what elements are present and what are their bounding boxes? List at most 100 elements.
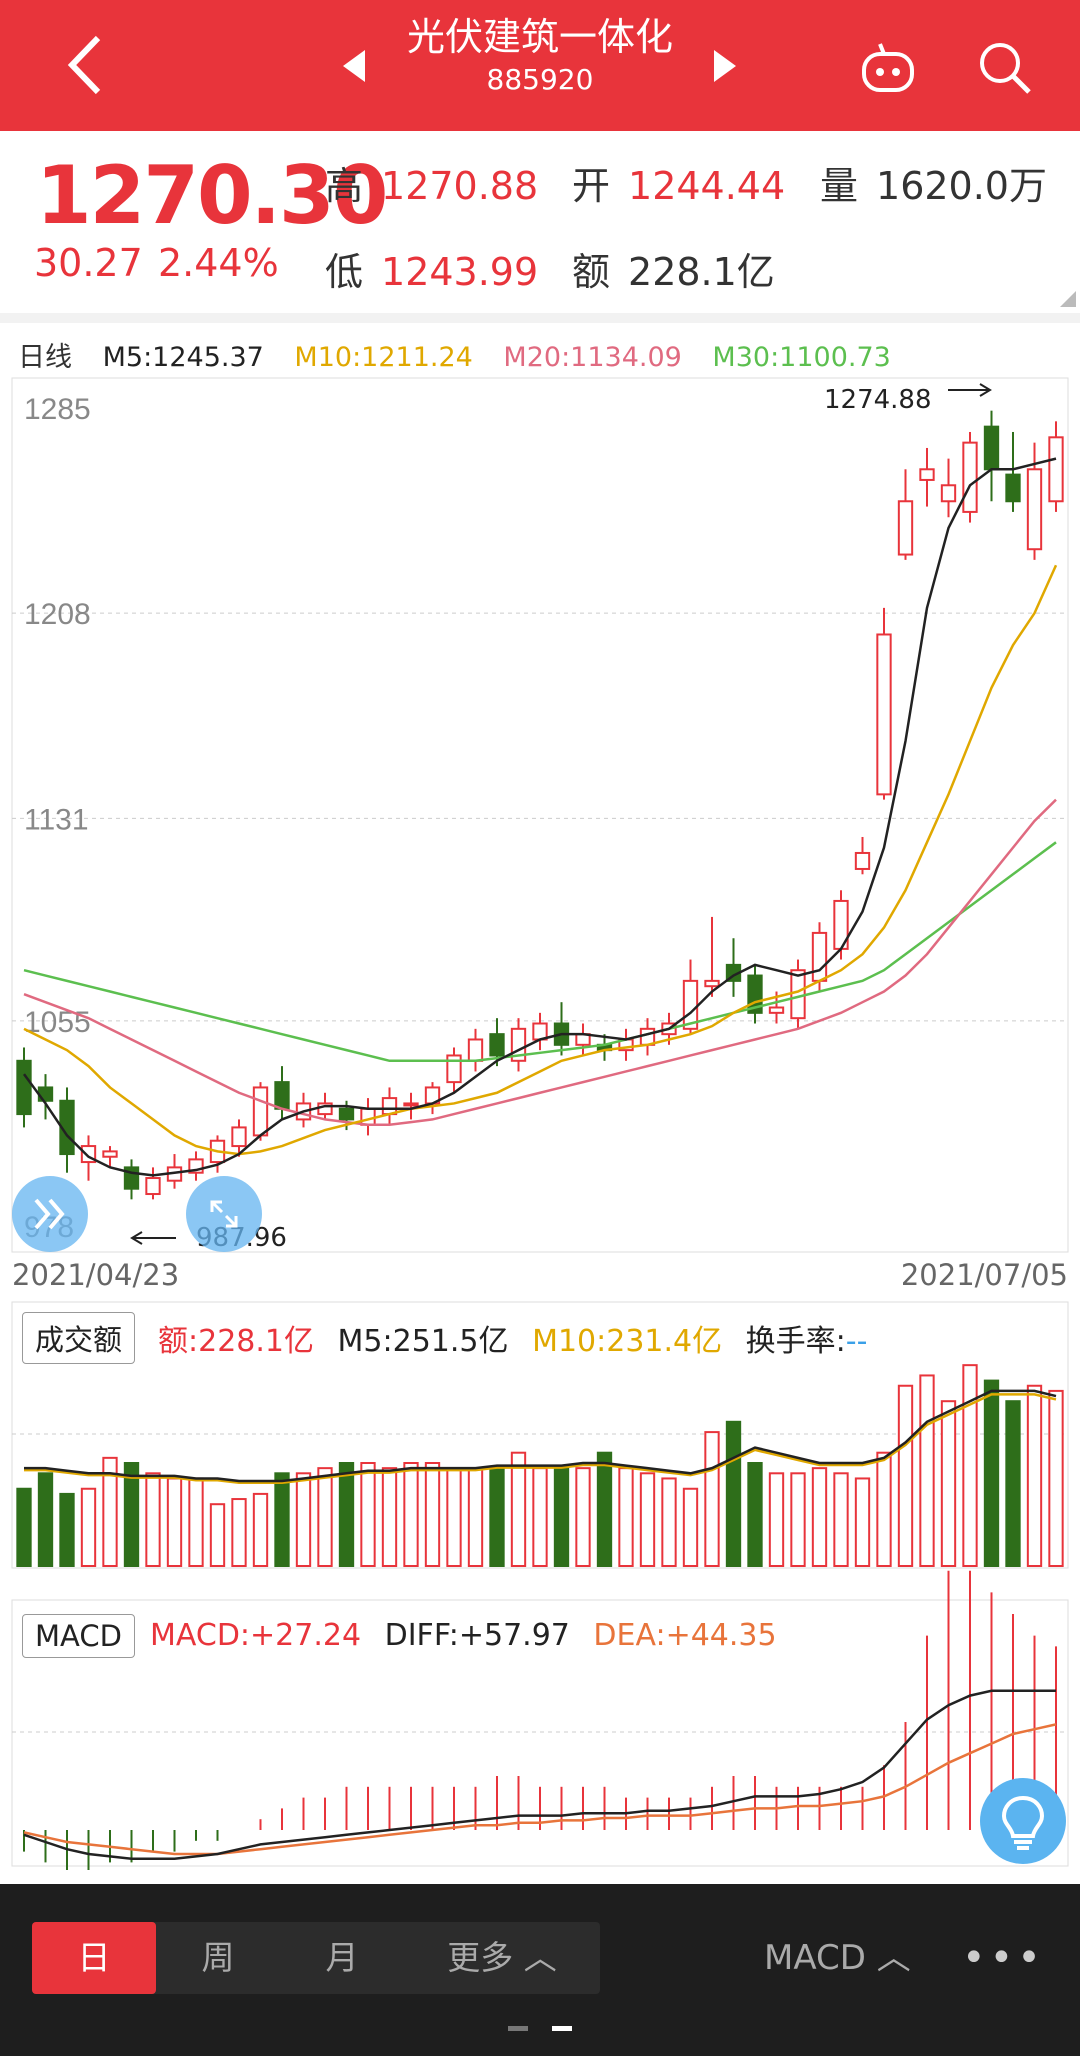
- volume-bar: [682, 1487, 699, 1567]
- ma30-label: M30:1100.73: [712, 342, 891, 373]
- candle-body: [962, 441, 978, 513]
- volume-bar: [145, 1472, 161, 1568]
- volume-bar: [940, 1400, 957, 1567]
- more-menu-icon[interactable]: •••: [962, 1935, 1045, 1981]
- volume-bar: [854, 1477, 871, 1567]
- volume-frame: [11, 1301, 1069, 1569]
- volume-bar: [317, 1467, 333, 1568]
- volume-bar: [123, 1462, 140, 1567]
- candle-body: [897, 500, 914, 556]
- volume-bar: [446, 1467, 462, 1568]
- volume-bar: [553, 1467, 570, 1568]
- page-indicator-active: [552, 2026, 572, 2031]
- candle-body: [360, 1107, 376, 1126]
- next-arrow-icon[interactable]: [714, 50, 736, 82]
- volume-bar: [274, 1472, 290, 1568]
- diff-line: [23, 1689, 1056, 1861]
- kline-chart[interactable]: 12851208113110559781274.88987.96: [0, 360, 1080, 1870]
- volume-bar: [704, 1431, 720, 1567]
- high-arrow-head: [979, 383, 992, 397]
- y-tick-label: 1208: [24, 598, 91, 631]
- robot-assistant-icon[interactable]: [858, 38, 918, 98]
- tab-month[interactable]: 月: [325, 1938, 359, 1977]
- candle-body: [704, 979, 720, 988]
- ma20-line: [23, 798, 1057, 1126]
- volume-bar: [725, 1420, 742, 1568]
- candle-body: [274, 1081, 290, 1110]
- price-change-pct: 2.44%: [158, 241, 279, 285]
- back-arrow-icon[interactable]: [60, 30, 120, 100]
- expand-corner-icon[interactable]: [1060, 291, 1076, 307]
- volume-bar: [897, 1384, 914, 1567]
- fullscreen-icon: [210, 1200, 238, 1228]
- period-tabs: 日 周 月 更多 ︿: [32, 1922, 600, 1994]
- y-tick-label: 1131: [24, 803, 89, 836]
- candle-body: [252, 1086, 269, 1137]
- volume-bar: [1048, 1389, 1064, 1568]
- turnover-label: 换手率:: [745, 1324, 846, 1359]
- volume-bar: [811, 1467, 828, 1568]
- volume-bar: [360, 1462, 376, 1567]
- volume-indicator-label[interactable]: 成交额: [22, 1312, 136, 1364]
- volume-bar: [188, 1477, 204, 1567]
- tab-week[interactable]: 周: [201, 1938, 235, 1977]
- volume-bar: [295, 1472, 312, 1568]
- price-change: 30.27: [34, 241, 143, 285]
- low-value: 1243.99: [381, 250, 539, 294]
- candle-body: [102, 1150, 118, 1158]
- ma10-label: M10:1211.24: [294, 342, 473, 373]
- macd-value: MACD:+27.24: [150, 1618, 362, 1653]
- volume-m5: M5:251.5亿: [337, 1324, 509, 1359]
- end-date: 2021/07/05: [900, 1258, 1068, 1292]
- volume-bar: [16, 1487, 32, 1567]
- prev-arrow-icon[interactable]: [343, 50, 365, 82]
- candle-body: [403, 1102, 419, 1107]
- candle-body: [489, 1033, 505, 1057]
- ma5-label: M5:1245.37: [102, 342, 264, 373]
- start-date: 2021/04/23: [12, 1258, 180, 1292]
- top-bar: 光伏建筑一体化 885920: [0, 0, 1080, 131]
- volume-ma10-line: [24, 1393, 1057, 1484]
- volume-bar: [209, 1503, 226, 1567]
- indicator-select[interactable]: MACD ︿: [764, 1938, 911, 1978]
- candle-body: [790, 969, 806, 1020]
- volume-bar: [618, 1467, 634, 1568]
- period-label: 日线: [18, 342, 72, 373]
- volume-bar: [790, 1472, 806, 1568]
- search-icon[interactable]: [975, 38, 1035, 98]
- volume-bar: [467, 1467, 484, 1568]
- volume-bar: [59, 1492, 75, 1568]
- volume-bar: [424, 1462, 441, 1567]
- candle-body: [768, 1006, 785, 1014]
- volume-bar: [833, 1472, 849, 1568]
- volume-bar: [962, 1364, 978, 1568]
- diff-value: DIFF:+57.97: [384, 1618, 570, 1653]
- volume-bar: [919, 1374, 935, 1567]
- expand-left-fab[interactable]: [12, 1176, 88, 1252]
- turnover-value: --: [845, 1324, 868, 1359]
- volume-bar: [252, 1492, 269, 1568]
- tab-day[interactable]: 日: [32, 1922, 156, 1994]
- amount-value: 228.1亿: [628, 250, 775, 294]
- volume-bar: [596, 1451, 613, 1567]
- candle-body: [145, 1177, 161, 1196]
- volume-bar: [661, 1477, 677, 1567]
- candle-body: [919, 468, 935, 481]
- volume-m10: M10:231.4亿: [532, 1324, 723, 1359]
- candle-body: [811, 931, 828, 982]
- candle-body: [1005, 473, 1021, 503]
- tab-more[interactable]: 更多 ︿: [447, 1938, 557, 1977]
- stock-code: 885920: [486, 63, 594, 96]
- title-block: 光伏建筑一体化 885920: [340, 14, 740, 100]
- macd-indicator-label[interactable]: MACD: [22, 1614, 135, 1658]
- volume-bar: [80, 1487, 97, 1567]
- dea-line: [23, 1723, 1057, 1856]
- tips-button[interactable]: [980, 1778, 1066, 1864]
- fullscreen-fab[interactable]: [186, 1176, 262, 1252]
- candle-body: [1048, 436, 1064, 503]
- volume-legend: 额:228.1亿 M5:251.5亿 M10:231.4亿 换手率:--: [158, 1316, 881, 1360]
- last-price: 1270.30: [36, 149, 388, 242]
- macd-legend: MACD:+27.24 DIFF:+57.97 DEA:+44.35: [150, 1618, 791, 1653]
- volume-bar: [489, 1467, 505, 1568]
